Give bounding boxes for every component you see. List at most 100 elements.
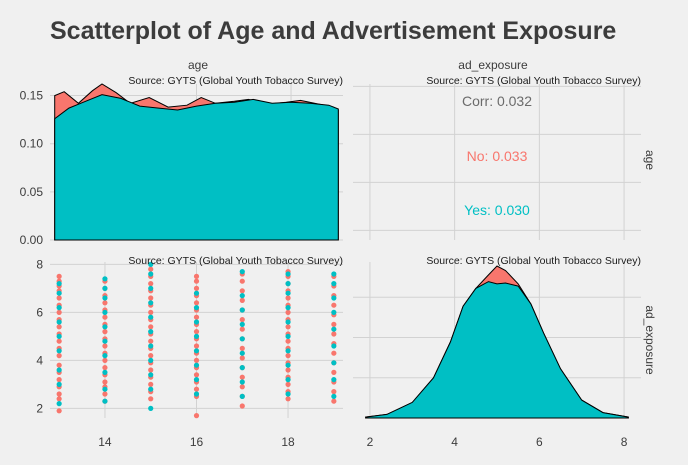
point-no	[285, 367, 291, 373]
point-yes	[102, 295, 108, 301]
point-yes	[56, 281, 62, 287]
point-no	[285, 396, 291, 402]
point-no	[285, 353, 291, 359]
point-no	[148, 266, 154, 272]
point-no	[102, 314, 108, 320]
point-no	[239, 345, 245, 351]
point-no	[331, 369, 337, 375]
point-yes	[102, 386, 108, 392]
x-tick-label: 6	[536, 435, 543, 449]
strip-label-ad-exposure: ad_exposure	[458, 58, 528, 72]
point-yes	[56, 381, 62, 387]
point-yes	[285, 290, 291, 296]
point-no	[239, 317, 245, 323]
point-no	[331, 302, 337, 308]
point-no	[285, 381, 291, 387]
point-yes	[331, 393, 337, 399]
caption-bottom-left: Source: GYTS (Global Youth Tobacco Surve…	[128, 255, 343, 267]
point-yes	[102, 369, 108, 375]
point-yes	[193, 290, 200, 296]
point-no	[239, 297, 245, 303]
y-tick-label: 0.15	[20, 89, 44, 103]
point-no	[102, 357, 108, 363]
correlation-no-label: No: 0.033	[467, 148, 528, 164]
caption-bottom-right: Source: GYTS (Global Youth Tobacco Surve…	[426, 255, 641, 267]
point-no	[148, 281, 154, 287]
ad-exposure-density-panel: 2 4 6 8	[353, 262, 641, 449]
point-no	[102, 379, 108, 385]
point-yes	[331, 309, 337, 315]
density-area-yes	[365, 281, 629, 419]
point-no	[331, 331, 337, 337]
point-yes	[148, 271, 154, 277]
point-no	[56, 338, 62, 344]
point-yes	[239, 269, 245, 275]
correlation-overall-label: Corr: 0.032	[462, 93, 532, 109]
point-yes	[56, 367, 62, 373]
point-no	[148, 353, 154, 359]
point-no	[193, 329, 200, 335]
point-yes	[148, 386, 154, 392]
point-yes	[285, 271, 291, 277]
point-no	[148, 295, 154, 301]
point-yes	[193, 377, 200, 383]
point-yes	[102, 398, 108, 404]
point-no	[193, 372, 200, 378]
y-tick-label: 0.05	[20, 185, 44, 199]
point-yes	[148, 343, 154, 349]
point-no	[56, 391, 62, 397]
point-yes	[102, 285, 108, 291]
point-yes	[331, 281, 337, 287]
point-yes	[148, 372, 154, 378]
point-yes	[285, 281, 291, 287]
point-no	[56, 396, 62, 402]
point-no	[285, 309, 291, 315]
point-yes	[193, 391, 200, 397]
point-yes	[239, 336, 245, 342]
point-no	[193, 278, 200, 284]
y-tick-label: 4	[36, 353, 43, 367]
point-yes	[285, 305, 291, 311]
x-tick-label: 4	[451, 435, 458, 449]
point-yes	[239, 307, 245, 313]
point-yes	[239, 321, 245, 327]
point-no	[56, 377, 62, 383]
point-no	[56, 309, 62, 315]
point-no	[148, 309, 154, 315]
point-yes	[56, 290, 62, 296]
point-yes	[331, 271, 337, 277]
point-no	[193, 300, 200, 306]
x-tick-label: 16	[190, 435, 204, 449]
x-tick-label: 18	[281, 435, 295, 449]
point-yes	[239, 350, 245, 356]
point-yes	[331, 343, 337, 349]
point-yes	[102, 324, 108, 330]
point-no	[239, 326, 245, 332]
point-yes	[148, 357, 154, 363]
point-yes	[102, 309, 108, 315]
point-no	[193, 273, 200, 279]
y-tick-label: 2	[36, 401, 43, 415]
x-tick-label: 2	[367, 435, 374, 449]
point-yes	[193, 333, 200, 339]
point-yes	[56, 333, 62, 339]
point-no	[193, 285, 200, 291]
point-no	[193, 357, 200, 363]
chart-title: Scatterplot of Age and Advertisement Exp…	[50, 17, 616, 45]
point-no	[239, 384, 245, 390]
y-tick-label: 6	[36, 305, 43, 319]
point-no	[239, 403, 245, 409]
age-vs-exposure-scatter-panel: 2 4 6 8 14 16 18	[36, 257, 343, 449]
point-yes	[148, 261, 154, 267]
point-yes	[102, 338, 108, 344]
point-yes	[285, 377, 291, 383]
strip-label-age: age	[188, 58, 208, 72]
y-tick-label: 0.00	[20, 233, 44, 247]
point-no	[239, 278, 245, 284]
point-no	[56, 324, 62, 330]
point-no	[331, 389, 337, 395]
point-yes	[285, 362, 291, 368]
point-yes	[56, 348, 62, 354]
point-no	[102, 329, 108, 335]
point-no	[148, 338, 154, 344]
